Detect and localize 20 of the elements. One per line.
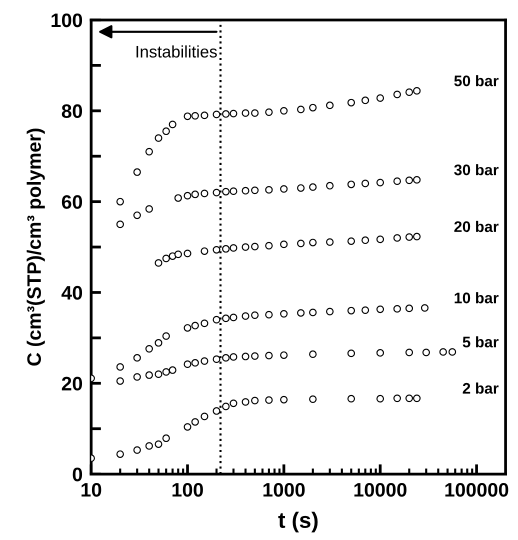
ref-line-label: Instabilities: [136, 45, 217, 58]
y-tick-label: 0: [72, 468, 82, 482]
x-tick-label: 10000: [354, 482, 406, 497]
y-tick-label: 100: [52, 13, 82, 28]
y-tick-label: 80: [62, 104, 82, 118]
x-tick-label: 1000: [263, 482, 305, 497]
text: 50 bar: [454, 75, 499, 86]
x-axis-title: t (s): [278, 512, 318, 532]
text: 2 bar: [462, 382, 499, 394]
text: 20 bar: [454, 220, 499, 232]
x-tick-label: 100000: [445, 482, 508, 497]
series-label: 10 bar: [454, 292, 499, 304]
series-label: 5 bar: [462, 336, 499, 348]
y-tick-label: 20: [62, 376, 82, 391]
y-tick-label: 40: [62, 286, 82, 300]
x-tick-label: 100: [172, 482, 203, 497]
text: 30 bar: [454, 164, 499, 176]
y-axis-title: C (cm³(STP)/cm³ polymer): [26, 128, 45, 366]
y-tick-label: 60: [62, 195, 82, 209]
x-tick-label: 10: [82, 482, 102, 497]
